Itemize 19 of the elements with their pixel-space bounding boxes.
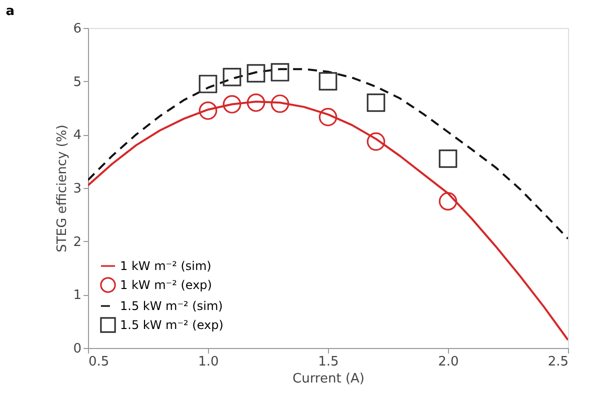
legend-label: 1 kW m⁻² (sim) — [120, 259, 212, 273]
x-axis-title: Current (A) — [292, 372, 364, 386]
y-tick-label: 0 — [73, 342, 82, 356]
chart-title: a — [6, 4, 15, 19]
x-tick-label: 2.5 — [548, 354, 568, 370]
y-tick-label: 1 — [73, 288, 82, 304]
x-tick-label: 2.0 — [438, 354, 459, 370]
y-tick-label: 2 — [73, 234, 82, 250]
x-tick-label: 1.5 — [318, 354, 339, 370]
y-tick-label: 4 — [73, 128, 82, 144]
y-tick-label: 3 — [73, 182, 82, 196]
legend-label: 1.5 kW m⁻² (sim) — [120, 299, 223, 313]
x-tick-label: 0.5 — [88, 354, 110, 370]
y-tick-label: 6 — [73, 22, 82, 36]
y-tick-label: 5 — [73, 74, 82, 90]
legend-label: 1 kW m⁻² (exp) — [120, 278, 212, 292]
y-axis-title: STEG efficiency (%) — [55, 124, 70, 252]
x-tick-label: 1.0 — [198, 354, 219, 370]
legend-label: 1.5 kW m⁻² (exp) — [120, 318, 224, 332]
